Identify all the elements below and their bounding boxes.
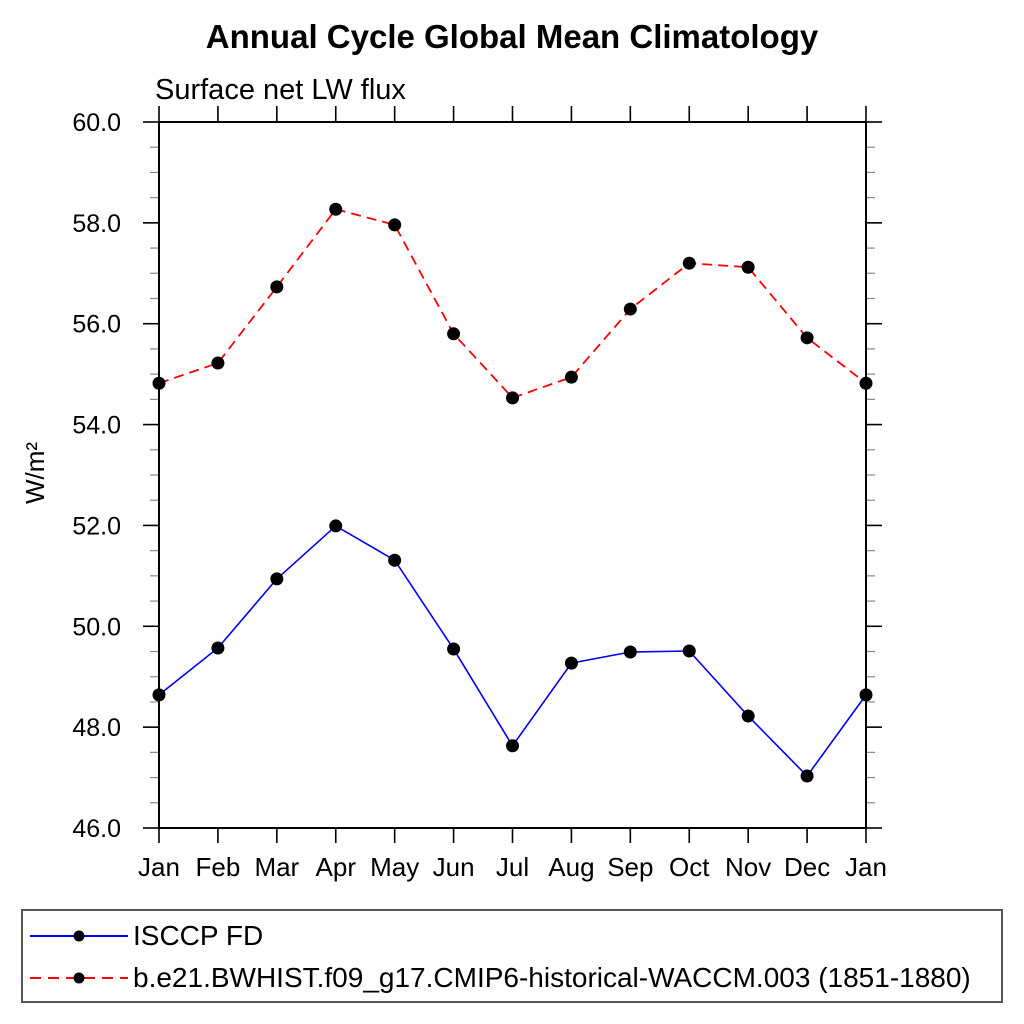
chart-subtitle: Surface net LW flux: [155, 74, 406, 106]
data-point: [682, 256, 696, 270]
x-tick-label: Apr: [316, 852, 357, 882]
x-tick-label: Aug: [548, 852, 594, 882]
data-point: [564, 370, 578, 384]
x-tick-label: May: [370, 852, 419, 882]
data-point: [211, 641, 225, 655]
x-tick-label: Oct: [669, 852, 710, 882]
y-tick-label: 54.0: [72, 412, 121, 440]
y-tick-label: 58.0: [72, 210, 121, 238]
data-point: [388, 553, 402, 567]
data-point: [682, 644, 696, 658]
data-point: [270, 572, 284, 586]
data-point: [564, 656, 578, 670]
chart-title: Annual Cycle Global Mean Climatology: [205, 18, 819, 55]
legend-label: ISCCP FD: [133, 920, 264, 951]
data-point: [859, 376, 873, 390]
data-point: [388, 218, 402, 232]
data-point: [329, 519, 343, 533]
data-point: [211, 356, 225, 370]
x-tick-label: Sep: [607, 852, 653, 882]
x-tick-label: Jul: [496, 852, 529, 882]
data-point: [741, 709, 755, 723]
series-line-0: [158, 524, 867, 778]
data-point: [506, 391, 519, 405]
data-point: [447, 327, 461, 341]
data-point: [506, 739, 519, 753]
legend-marker-dot-icon: [73, 972, 85, 984]
data-point: [741, 260, 755, 274]
data-point: [859, 688, 873, 702]
data-point: [800, 769, 814, 783]
data-point: [152, 376, 166, 390]
y-tick-label: 50.0: [72, 613, 121, 641]
x-tick-label: Jun: [433, 852, 475, 882]
x-tick-label: Nov: [725, 852, 771, 882]
y-tick-label: 48.0: [72, 714, 121, 742]
data-point: [270, 280, 284, 294]
legend-swatch-solid: [30, 930, 128, 942]
x-tick-label: Mar: [254, 852, 299, 882]
y-tick-label: 46.0: [72, 815, 121, 843]
plot-frame: [158, 121, 867, 829]
series-line-1: [158, 208, 867, 399]
legend-swatch-dashed: [30, 972, 128, 984]
data-point: [800, 331, 814, 345]
y-tick-label: 60.0: [72, 109, 121, 137]
y-axis-label: W/m²: [20, 442, 50, 504]
data-point: [447, 642, 461, 656]
x-tick-label: Dec: [784, 852, 830, 882]
data-point: [623, 645, 637, 659]
y-tick-label: 56.0: [72, 311, 121, 339]
x-tick-label: Jan: [138, 852, 180, 882]
data-point: [329, 202, 343, 216]
legend: ISCCP FD b.e21.BWHIST.f09_g17.CMIP6-hist…: [21, 909, 1003, 1003]
legend-item-isccp-fd: ISCCP FD: [27, 917, 263, 955]
legend-item-model: b.e21.BWHIST.f09_g17.CMIP6-historical-WA…: [27, 959, 971, 997]
data-point: [152, 688, 166, 702]
y-tick-label: 52.0: [72, 512, 121, 540]
x-tick-label: Feb: [196, 852, 241, 882]
legend-marker-dot-icon: [73, 930, 85, 942]
x-tick-label: Jan: [845, 852, 887, 882]
data-point: [623, 302, 637, 316]
legend-label: b.e21.BWHIST.f09_g17.CMIP6-historical-WA…: [133, 962, 971, 993]
